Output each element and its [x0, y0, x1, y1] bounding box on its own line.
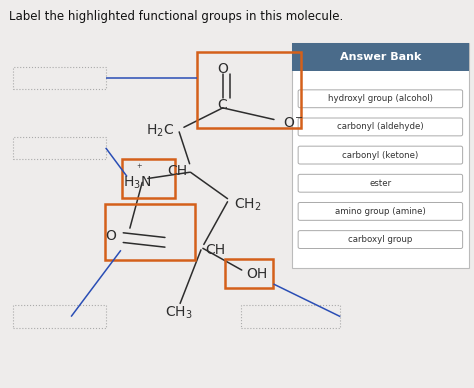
- Text: ester: ester: [369, 179, 392, 188]
- Text: CH: CH: [168, 165, 188, 178]
- Text: CH$_3$: CH$_3$: [165, 304, 193, 320]
- Text: Answer Bank: Answer Bank: [340, 52, 421, 62]
- Text: O$^{-}$: O$^{-}$: [283, 116, 304, 130]
- Text: amino group (amine): amino group (amine): [335, 207, 426, 216]
- Bar: [197, 52, 301, 128]
- FancyBboxPatch shape: [298, 146, 463, 164]
- Bar: [13, 67, 106, 89]
- FancyBboxPatch shape: [298, 203, 463, 220]
- FancyBboxPatch shape: [298, 174, 463, 192]
- Text: O: O: [218, 62, 228, 76]
- FancyBboxPatch shape: [298, 90, 463, 108]
- Text: CH$_2$: CH$_2$: [234, 196, 262, 213]
- Bar: [105, 204, 195, 260]
- Text: C: C: [217, 98, 227, 112]
- Bar: [122, 159, 175, 198]
- Text: CH: CH: [205, 243, 225, 257]
- FancyBboxPatch shape: [298, 230, 463, 248]
- FancyBboxPatch shape: [298, 118, 463, 136]
- Bar: [13, 305, 106, 328]
- Text: H$_2$C: H$_2$C: [146, 123, 174, 139]
- Text: hydroxyl group (alcohol): hydroxyl group (alcohol): [328, 94, 433, 103]
- Bar: [13, 137, 106, 159]
- Bar: [225, 259, 273, 288]
- Text: O: O: [106, 229, 117, 243]
- Text: carboxyl group: carboxyl group: [348, 235, 412, 244]
- Bar: [292, 43, 469, 71]
- Text: carbonyl (aldehyde): carbonyl (aldehyde): [337, 123, 424, 132]
- Text: Label the highlighted functional groups in this molecule.: Label the highlighted functional groups …: [9, 10, 344, 23]
- Bar: [292, 43, 469, 268]
- Text: H$_3$N: H$_3$N: [123, 175, 152, 191]
- Bar: [241, 305, 340, 328]
- Text: carbonyl (ketone): carbonyl (ketone): [342, 151, 419, 159]
- Text: $^+$: $^+$: [135, 163, 143, 173]
- Text: OH: OH: [246, 267, 268, 281]
